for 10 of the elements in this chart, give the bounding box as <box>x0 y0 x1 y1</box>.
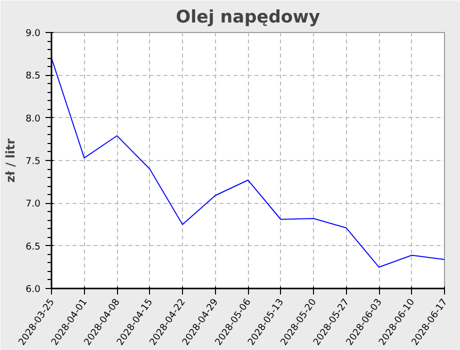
y-tick-label: 6.0 <box>26 284 41 295</box>
y-axis-title: zł / litr <box>4 138 18 183</box>
chart-title: Olej napędowy <box>176 8 320 28</box>
y-tick-label: 7.5 <box>26 156 41 167</box>
y-tick-label: 8.5 <box>26 70 41 82</box>
y-tick-label: 9.0 <box>26 28 41 39</box>
line-series <box>52 58 444 268</box>
y-tick-label: 6.5 <box>26 241 41 252</box>
y-tick-label: 8.0 <box>26 113 41 124</box>
y-tick-label: 7.0 <box>26 198 41 210</box>
